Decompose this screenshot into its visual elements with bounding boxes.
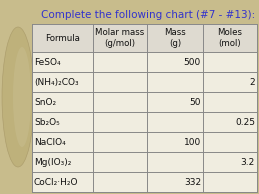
Bar bbox=[32, 24, 257, 52]
Text: Mass
(g): Mass (g) bbox=[164, 29, 186, 48]
Text: 2: 2 bbox=[249, 78, 255, 87]
Text: Moles
(mol): Moles (mol) bbox=[218, 29, 242, 48]
Text: Complete the following chart (#7 - #13):: Complete the following chart (#7 - #13): bbox=[41, 10, 255, 20]
Text: Molar mass
(g/mol): Molar mass (g/mol) bbox=[95, 29, 144, 48]
Text: Mg(IO₃)₂: Mg(IO₃)₂ bbox=[34, 158, 71, 167]
Ellipse shape bbox=[13, 47, 31, 147]
Text: SnO₂: SnO₂ bbox=[34, 98, 56, 107]
Ellipse shape bbox=[2, 27, 34, 167]
Bar bbox=[32, 24, 257, 192]
Text: 100: 100 bbox=[184, 138, 201, 147]
Text: (NH₄)₂CO₃: (NH₄)₂CO₃ bbox=[34, 78, 79, 87]
Text: 500: 500 bbox=[184, 58, 201, 67]
Text: 3.2: 3.2 bbox=[241, 158, 255, 167]
Text: 0.25: 0.25 bbox=[235, 118, 255, 127]
Text: 332: 332 bbox=[184, 178, 201, 186]
Text: 50: 50 bbox=[190, 98, 201, 107]
Text: Formula: Formula bbox=[45, 34, 80, 43]
Text: CoCl₂·H₂O: CoCl₂·H₂O bbox=[34, 178, 78, 186]
Text: Sb₂O₅: Sb₂O₅ bbox=[34, 118, 60, 127]
Text: NaClO₄: NaClO₄ bbox=[34, 138, 66, 147]
Text: FeSO₄: FeSO₄ bbox=[34, 58, 61, 67]
